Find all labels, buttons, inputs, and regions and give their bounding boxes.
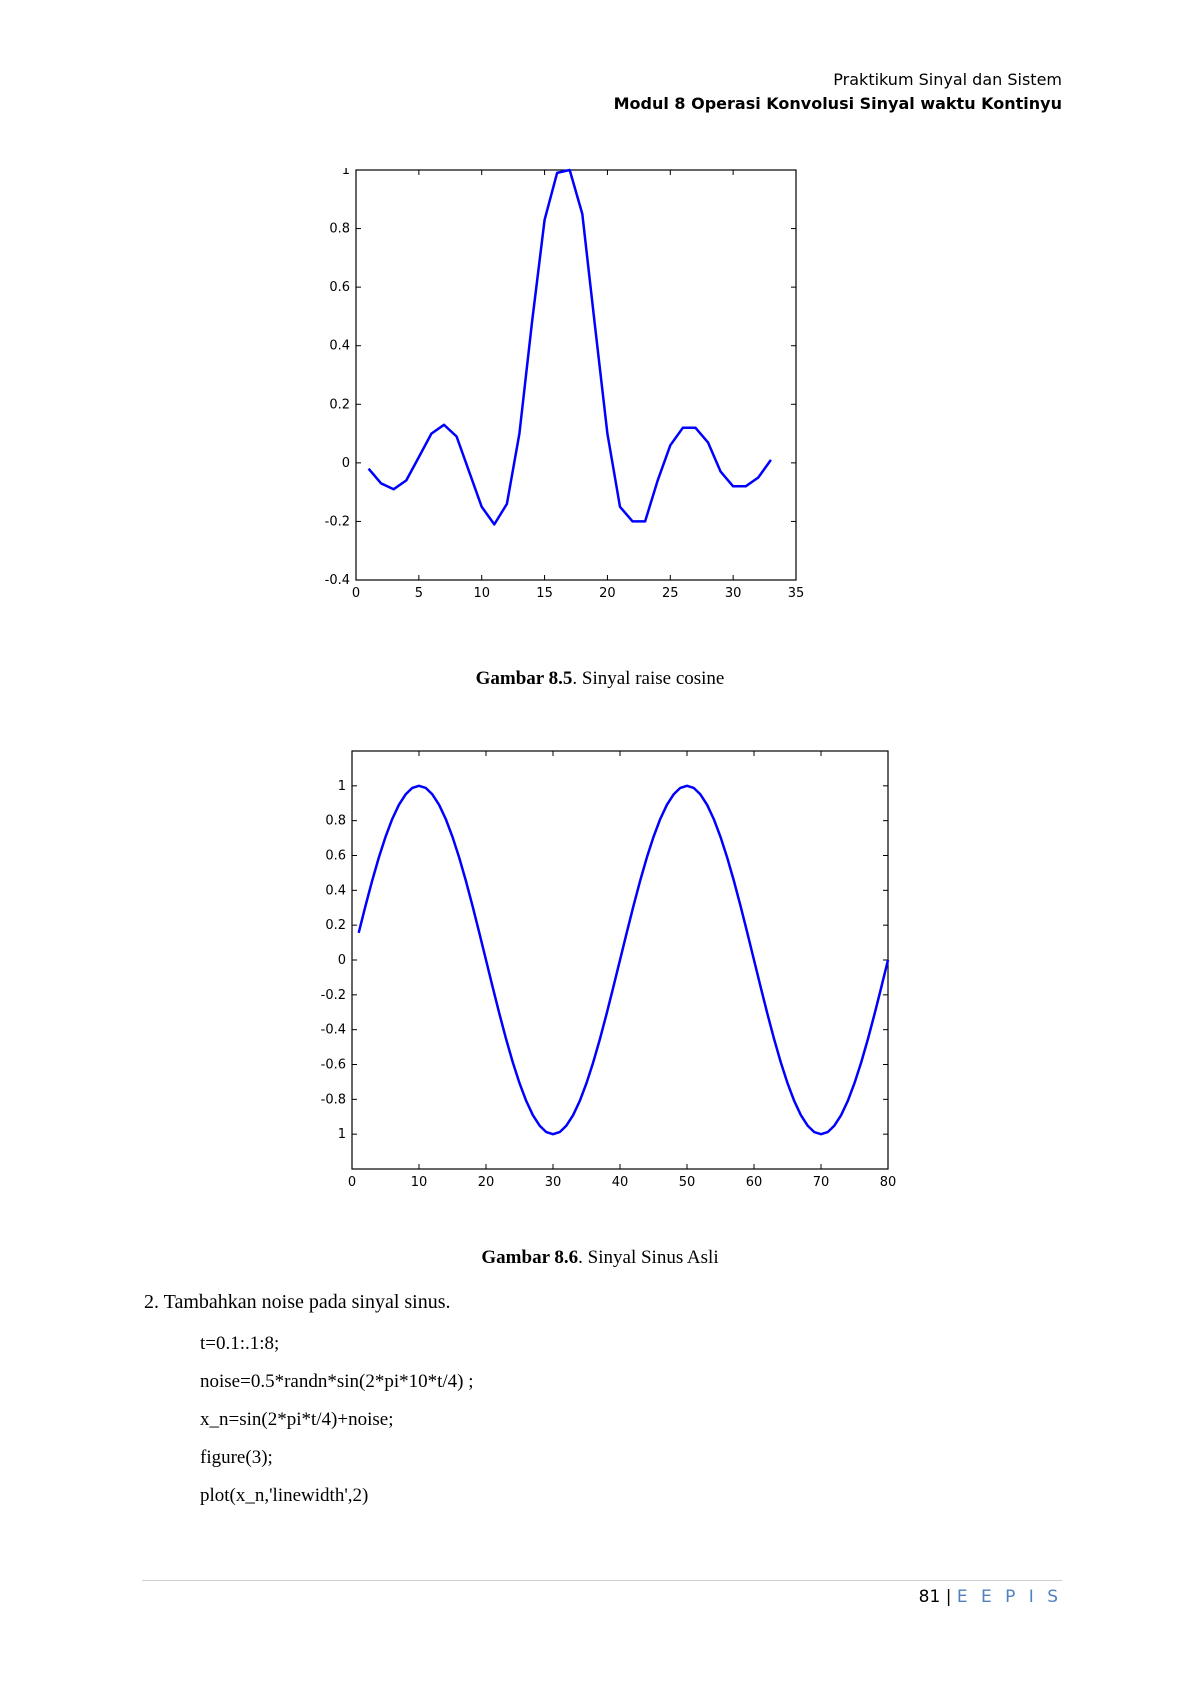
figure-caption-8-6: Gambar 8.6. Sinyal Sinus Asli [0,1247,1200,1269]
x-tick-label: 20 [599,586,616,601]
y-tick-label: 1 [342,168,350,178]
y-tick-label: -0.8 [321,1092,346,1107]
y-tick-label: 0.2 [325,918,346,933]
header-module-title: Modul 8 Operasi Konvolusi Sinyal waktu K… [613,94,1062,113]
x-tick-label: 30 [545,1175,562,1190]
page-number: 81 [918,1587,941,1607]
y-tick-label: -0.2 [325,514,350,529]
x-tick-label: 15 [536,586,553,601]
figure-label: Gambar 8.5 [475,668,573,689]
code-block: t=0.1:.1:8; noise=0.5*randn*sin(2*pi*10*… [200,1329,474,1519]
x-tick-label: 70 [813,1175,830,1190]
page-header: Praktikum Sinyal dan Sistem Modul 8 Oper… [614,68,1062,116]
y-tick-label: -0.6 [321,1058,346,1073]
footer-brand: E E P I S [956,1587,1062,1607]
footer-separator: | [945,1587,952,1607]
header-course-title: Praktikum Sinyal dan Sistem [833,70,1062,89]
footer-divider [142,1580,1062,1581]
x-tick-label: 20 [478,1175,495,1190]
figure-caption-8-5: Gambar 8.5. Sinyal raise cosine [0,668,1200,690]
plot-frame [355,169,797,581]
chart-raise-cosine-svg: 0 5 10 15 20 25 30 35 -0.4 -0.2 0 0.2 0.4 0.6 0.8 1 [325,168,805,601]
y-tick-label: 1 [338,1127,346,1142]
step-instruction: 2. Tambahkan noise pada sinyal sinus. [144,1291,451,1313]
x-tick-label: 10 [473,586,490,601]
x-tick-label: 50 [679,1175,696,1190]
series-line [367,168,772,526]
x-tick-label: 35 [788,586,805,601]
y-tick-label: 0.8 [329,222,350,237]
y-tick-label: 0.4 [329,339,350,354]
y-tick-label: 0.2 [329,397,350,412]
x-tick-label: 25 [662,586,679,601]
chart-raise-cosine: 0 5 10 15 20 25 30 35 -0.4 -0.2 0 0.2 0.4 0.6 0.8 1 [300,168,900,628]
x-tick-label: 10 [411,1175,428,1190]
y-tick-label: -0.4 [321,1023,346,1038]
y-tick-label: 0.6 [329,280,350,295]
y-tick-label: -0.2 [321,988,346,1003]
figure-text: . Sinyal Sinus Asli [578,1247,719,1268]
x-tick-label: 60 [746,1175,763,1190]
y-tick-label: 0.8 [325,814,346,829]
x-tick-label: 5 [415,586,423,601]
figure-text: . Sinyal raise cosine [572,668,725,689]
x-tick-label: 0 [352,586,360,601]
figure-label: Gambar 8.6 [481,1247,579,1268]
x-tick-label: 30 [725,586,742,601]
y-tick-label: 0 [338,953,346,968]
page-footer: 81 | E E P I S [919,1587,1062,1607]
x-tick-label: 80 [880,1175,897,1190]
code-line: x_n=sin(2*pi*t/4)+noise; [200,1409,394,1430]
y-tick-label: -0.4 [325,573,350,588]
code-line: plot(x_n,'linewidth',2) [200,1485,369,1506]
code-line: noise=0.5*randn*sin(2*pi*10*t/4) ; [200,1371,474,1392]
y-tick-label: 0.6 [325,849,346,864]
chart-sine-original-svg: 0 10 20 30 40 50 60 70 80 1 0.8 0.6 0.4 0.2 0 -0.2 -0.4 -… [321,750,897,1190]
x-tick-label: 40 [612,1175,629,1190]
y-tick-label: 0 [342,456,350,471]
series-line [357,784,890,1136]
code-line: t=0.1:.1:8; [200,1333,280,1354]
code-line: figure(3); [200,1447,273,1468]
x-tick-label: 0 [348,1175,356,1190]
y-tick-label: 0.4 [325,883,346,898]
chart-sine-original: 0 10 20 30 40 50 60 70 80 1 0.8 0.6 0.4 0.2 0 -0.2 -0.4 -… [300,745,900,1205]
y-tick-label: 1 [338,779,346,794]
